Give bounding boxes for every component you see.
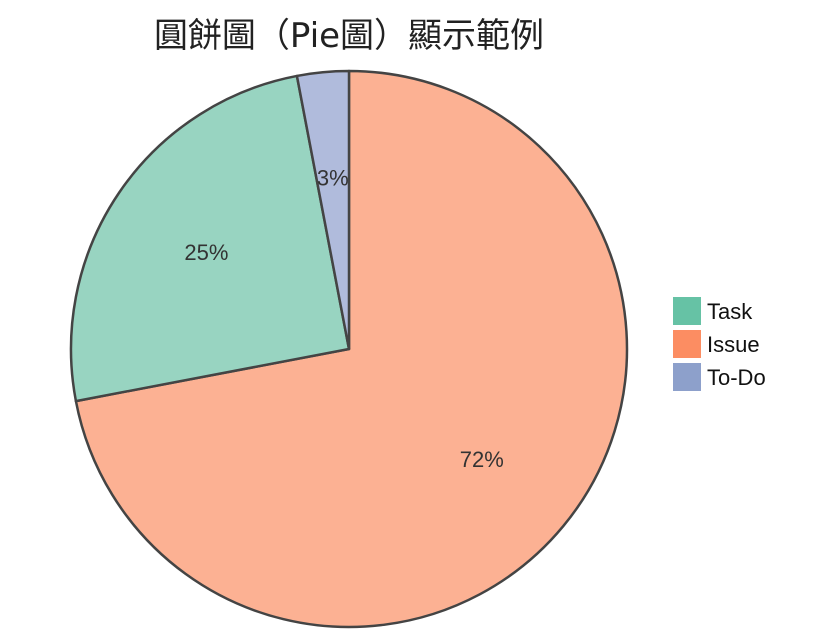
legend-item-issue: Issue <box>673 330 760 358</box>
legend-item-task: Task <box>673 297 753 325</box>
pie-slice-task <box>69 74 351 403</box>
legend-label-to-do: To-Do <box>707 365 766 390</box>
chart-title: 圓餅圖（Pie圖）顯示範例 <box>154 16 544 56</box>
legend-swatch-task <box>673 297 701 325</box>
pie-slice-labels: 72% 25% 3% <box>184 165 503 472</box>
pie-slices <box>69 69 629 629</box>
legend-label-issue: Issue <box>707 332 760 357</box>
slice-label-issue: 72% <box>460 447 504 472</box>
legend-label-task: Task <box>707 299 753 324</box>
slice-label-task: 25% <box>184 240 228 265</box>
legend-swatch-issue <box>673 330 701 358</box>
pie-slice-to-do <box>295 69 351 351</box>
pie-slice-issue <box>74 69 629 629</box>
slice-label-to-do: 3% <box>317 165 349 190</box>
legend: Task Issue To-Do <box>673 297 766 391</box>
legend-swatch-to-do <box>673 363 701 391</box>
legend-item-to-do: To-Do <box>673 363 766 391</box>
